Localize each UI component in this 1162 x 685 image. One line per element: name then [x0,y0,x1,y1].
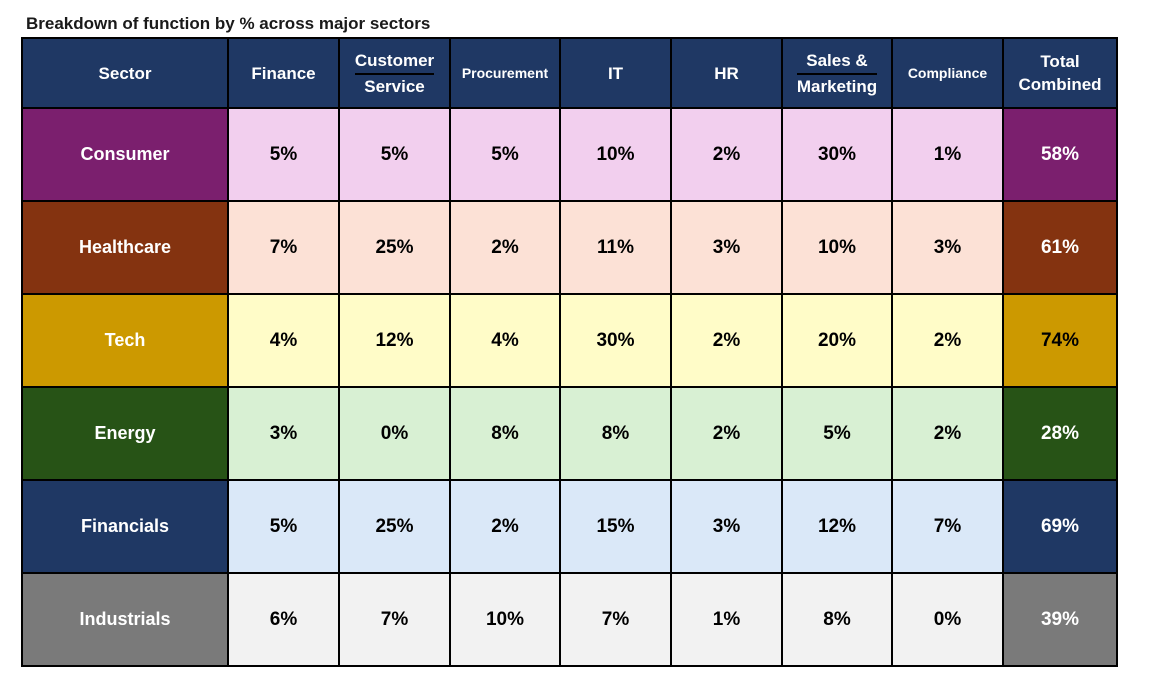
value-cell-sales-marketing: 5% [781,386,893,481]
value-cell-finance: 6% [227,572,340,667]
sector-cell: Consumer [21,107,229,202]
column-header-line: Total [1040,52,1080,71]
value-cell-procurement: 2% [449,200,561,295]
header-row: Sector Finance Customer Service Procurement I… [21,37,1118,109]
total-cell: 28% [1002,386,1118,481]
value-cell-hr: 3% [670,479,783,574]
total-cell: 39% [1002,572,1118,667]
table-row-energy: Energy 3% 0% 8% 8% 2% 5% 2% 28% [21,386,1118,481]
column-header-line: Combined [1018,75,1102,94]
sector-cell: Tech [21,293,229,388]
value-cell-hr: 1% [670,572,783,667]
value-cell-sales-marketing: 12% [781,479,893,574]
column-header-sector: Sector [21,37,229,109]
total-cell: 74% [1002,293,1118,388]
value-cell-finance: 5% [227,107,340,202]
value-cell-customer-service: 25% [338,479,451,574]
value-cell-finance: 3% [227,386,340,481]
value-cell-compliance: 2% [891,293,1004,388]
value-cell-finance: 5% [227,479,340,574]
sector-cell: Industrials [21,572,229,667]
value-cell-it: 15% [559,479,672,574]
table-row-tech: Tech 4% 12% 4% 30% 2% 20% 2% 74% [21,293,1118,388]
column-header-line: Marketing [796,76,878,96]
value-cell-hr: 2% [670,386,783,481]
column-header-it: IT [559,37,672,109]
value-cell-customer-service: 0% [338,386,451,481]
table-row-industrials: Industrials 6% 7% 10% 7% 1% 8% 0% 39% [21,572,1118,667]
value-cell-finance: 7% [227,200,340,295]
total-cell: 69% [1002,479,1118,574]
column-header-line: IT [607,63,624,83]
value-cell-compliance: 1% [891,107,1004,202]
value-cell-compliance: 7% [891,479,1004,574]
column-header-line: Customer [354,49,435,75]
column-header-customer-service: Customer Service [338,37,451,109]
sector-cell: Healthcare [21,200,229,295]
column-header-line: HR [714,63,739,83]
value-cell-finance: 4% [227,293,340,388]
column-header-line: Compliance [907,64,988,81]
value-cell-sales-marketing: 10% [781,200,893,295]
column-header-compliance: Compliance [891,37,1004,109]
sector-function-table: Sector Finance Customer Service Procurement I… [21,37,1118,667]
value-cell-procurement: 10% [449,572,561,667]
value-cell-customer-service: 12% [338,293,451,388]
value-cell-hr: 2% [670,293,783,388]
table-row-financials: Financials 5% 25% 2% 15% 3% 12% 7% 69% [21,479,1118,574]
value-cell-hr: 3% [670,200,783,295]
value-cell-procurement: 4% [449,293,561,388]
value-cell-procurement: 2% [449,479,561,574]
sector-cell: Financials [21,479,229,574]
table-body: Consumer 5% 5% 5% 10% 2% 30% 1% 58% Healthcare 7% 2… [21,107,1118,667]
value-cell-customer-service: 25% [338,200,451,295]
page-title: Breakdown of function by % across major … [26,14,431,33]
value-cell-procurement: 8% [449,386,561,481]
value-cell-it: 8% [559,386,672,481]
column-header-line: Sector [98,63,152,83]
total-cell: 58% [1002,107,1118,202]
column-header-hr: HR [670,37,783,109]
value-cell-it: 30% [559,293,672,388]
value-cell-it: 7% [559,572,672,667]
value-cell-customer-service: 7% [338,572,451,667]
column-header-line: Service [364,76,425,96]
total-cell: 61% [1002,200,1118,295]
value-cell-compliance: 0% [891,572,1004,667]
column-header-sales-marketing: Sales & Marketing [781,37,893,109]
column-header-line: Procurement [461,64,549,81]
value-cell-sales-marketing: 30% [781,107,893,202]
value-cell-hr: 2% [670,107,783,202]
value-cell-procurement: 5% [449,107,561,202]
table-row-healthcare: Healthcare 7% 25% 2% 11% 3% 10% 3% 61% [21,200,1118,295]
column-header-total-combined: Total Combined [1002,37,1118,109]
column-header-finance: Finance [227,37,340,109]
column-header-procurement: Procurement [449,37,561,109]
value-cell-it: 11% [559,200,672,295]
value-cell-customer-service: 5% [338,107,451,202]
value-cell-it: 10% [559,107,672,202]
table-row-consumer: Consumer 5% 5% 5% 10% 2% 30% 1% 58% [21,107,1118,202]
value-cell-sales-marketing: 8% [781,572,893,667]
value-cell-sales-marketing: 20% [781,293,893,388]
value-cell-compliance: 3% [891,200,1004,295]
sector-cell: Energy [21,386,229,481]
value-cell-compliance: 2% [891,386,1004,481]
column-header-line: Finance [251,63,316,83]
column-header-line: Sales & [796,49,878,75]
